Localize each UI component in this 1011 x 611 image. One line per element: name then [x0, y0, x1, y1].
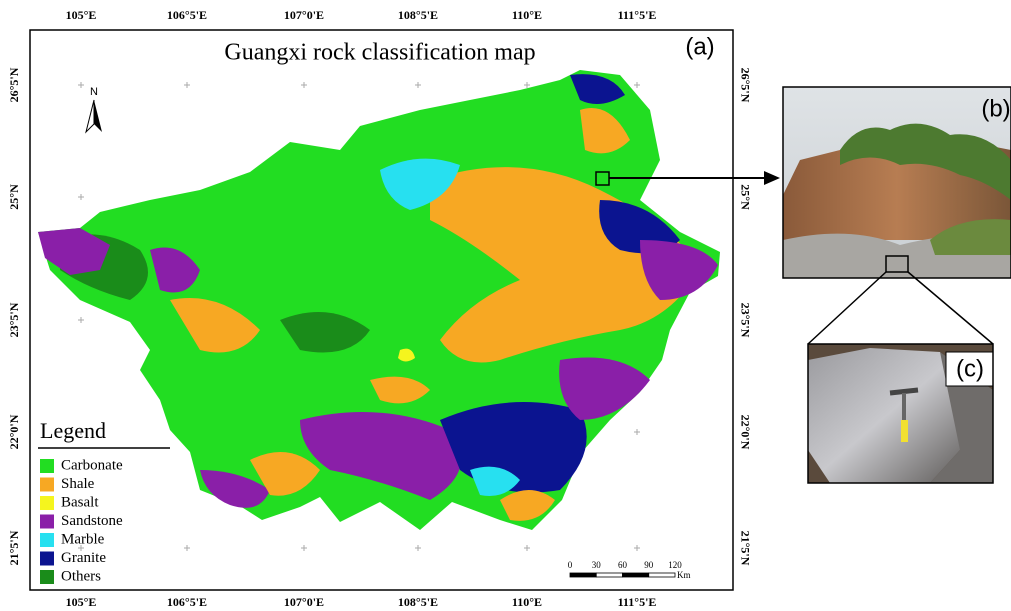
longitude-label: 108°5'E	[398, 595, 438, 609]
legend-swatch	[40, 515, 54, 529]
longitude-label: 111°5'E	[618, 8, 657, 22]
latitude-label: 22°0'N	[7, 414, 21, 449]
legend-label: Basalt	[61, 494, 99, 510]
legend-swatch	[40, 552, 54, 566]
scale-unit: Km	[677, 570, 691, 580]
legend-swatch	[40, 570, 54, 584]
north-label: N	[90, 86, 98, 98]
legend-label: Carbonate	[61, 457, 123, 473]
latitude-label: 26°5'N	[7, 67, 21, 102]
photo-label: (b)	[981, 95, 1010, 122]
latitude-label: 23°5'N	[7, 302, 21, 337]
scale-segment	[570, 573, 596, 577]
longitude-label: 106°5'E	[167, 8, 207, 22]
scale-segment	[596, 573, 622, 577]
latitude-label: 25°N	[738, 184, 752, 210]
longitude-label: 105°E	[66, 8, 97, 22]
legend-label: Granite	[61, 550, 106, 566]
panel-label: (a)	[685, 33, 714, 60]
legend-swatch	[40, 459, 54, 473]
map-title: Guangxi rock classification map	[224, 40, 535, 66]
longitude-label: 107°0'E	[284, 8, 324, 22]
latitude-label: 21°5'N	[7, 530, 21, 565]
zoom-line	[808, 272, 886, 344]
page: Guangxi rock classification map (a) N Le…	[0, 0, 1011, 611]
legend-label: Marble	[61, 531, 105, 547]
legend-swatch	[40, 533, 54, 547]
longitude-label: 107°0'E	[284, 595, 324, 609]
photo-label: (c)	[956, 355, 984, 382]
scale-tick-label: 90	[644, 560, 654, 570]
scale-segment	[623, 573, 649, 577]
legend-swatch	[40, 478, 54, 492]
longitude-label: 108°5'E	[398, 8, 438, 22]
legend-title: Legend	[40, 418, 106, 443]
longitude-label: 111°5'E	[618, 595, 657, 609]
legend-label: Others	[61, 568, 101, 584]
scale-tick-label: 60	[618, 560, 628, 570]
photo-b: (b)	[783, 87, 1011, 278]
latitude-label: 23°5'N	[738, 303, 752, 338]
zoom-line	[908, 272, 993, 344]
scale-tick-label: 120	[668, 560, 682, 570]
legend-label: Shale	[61, 476, 95, 492]
scale-tick-label: 30	[592, 560, 602, 570]
latitude-label: 26°5'N	[738, 68, 752, 103]
longitude-label: 110°E	[512, 8, 542, 22]
arrow-head	[764, 171, 780, 185]
longitude-label: 105°E	[66, 595, 97, 609]
photo-c: (c)	[808, 344, 993, 483]
longitude-label: 106°5'E	[167, 595, 207, 609]
legend-label: Sandstone	[61, 513, 123, 529]
figure: Guangxi rock classification map (a) N Le…	[0, 0, 1011, 611]
latitude-label: 22°0'N	[738, 415, 752, 450]
scale-segment	[649, 573, 675, 577]
legend-swatch	[40, 496, 54, 510]
latitude-label: 21°5'N	[738, 531, 752, 566]
scale-tick-label: 0	[568, 560, 573, 570]
latitude-label: 25°N	[7, 184, 21, 210]
longitude-label: 110°E	[512, 595, 542, 609]
